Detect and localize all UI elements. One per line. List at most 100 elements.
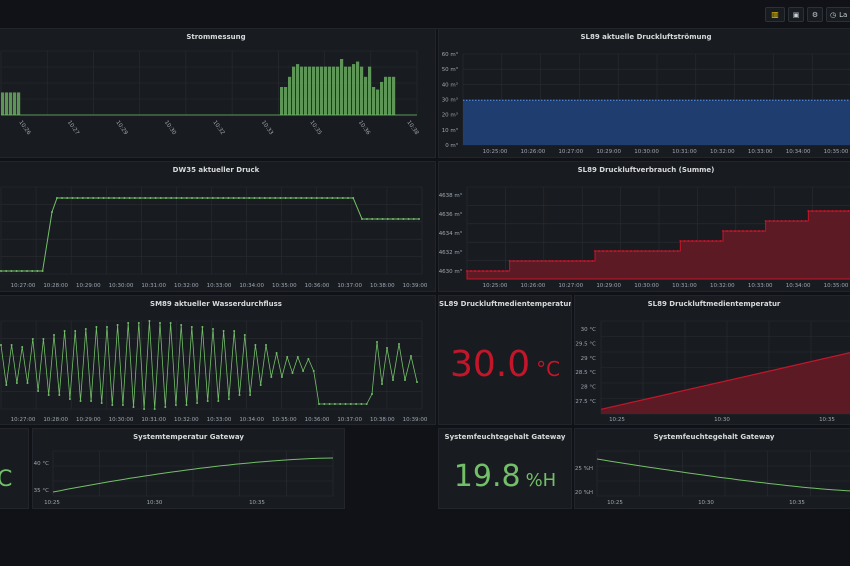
- time-range-picker[interactable]: ◷ La: [826, 7, 850, 22]
- data-point: [532, 260, 535, 262]
- y-tick-label: 28.5 °C: [575, 370, 596, 376]
- data-point: [575, 260, 578, 262]
- data-point: [107, 197, 110, 199]
- data-point: [660, 250, 663, 252]
- data-point: [796, 220, 799, 222]
- bar: [308, 66, 312, 115]
- data-point: [121, 404, 124, 406]
- bar: [1, 92, 5, 115]
- data-point: [772, 220, 775, 222]
- y-tick-label: 0 m³: [445, 142, 458, 149]
- gw-hum-chart: 25 %H 20 %H 10:25 10:30 10:35: [575, 450, 850, 506]
- bar: [368, 66, 372, 115]
- data-point: [567, 260, 570, 262]
- series-line: [596, 458, 850, 492]
- panel-title: DW35 aktueller Druck: [172, 166, 260, 174]
- data-point: [536, 260, 539, 262]
- panel-sl89-verbrauch[interactable]: SL89 Druckluftverbrauch (Summe) 4638 m³ 4…: [438, 161, 850, 292]
- panel-sl89-temp-graph[interactable]: SL89 Druckluftmedientemperatur 30 °C 29.5…: [574, 295, 850, 425]
- data-point: [227, 398, 230, 400]
- data-point: [170, 197, 173, 199]
- data-point: [165, 197, 167, 199]
- time-range-label: La: [839, 10, 848, 19]
- data-point: [754, 230, 756, 232]
- x-tick-label: 10:27:00: [558, 149, 583, 155]
- data-point: [92, 197, 95, 199]
- data-point: [211, 197, 214, 199]
- data-point: [26, 270, 28, 272]
- bar: [348, 66, 352, 115]
- data-point: [318, 403, 320, 405]
- data-point: [284, 197, 287, 199]
- x-tick-label: 10:30:00: [634, 283, 659, 289]
- data-point: [839, 210, 842, 212]
- panel-sm89[interactable]: SM89 aktueller Wasserdurchfluss 10:27:00…: [0, 295, 436, 425]
- panel-dw35[interactable]: DW35 aktueller Druck 10:27:00 10:28:00 10:…: [0, 161, 436, 292]
- x-tick-label: 10:37:00: [337, 283, 362, 289]
- data-point: [508, 260, 511, 262]
- sl89-temp-chart: 30 °C 29.5 °C 29 °C 28.5 °C 28 °C 27.5 °C 10:2…: [575, 320, 850, 423]
- bar: [292, 66, 296, 115]
- data-point: [548, 260, 551, 262]
- data-point: [524, 260, 527, 262]
- data-point: [79, 400, 82, 402]
- data-point: [664, 250, 667, 252]
- data-point: [835, 210, 838, 212]
- series-line: [52, 457, 334, 493]
- y-tick-label: 27.5 °C: [575, 399, 596, 405]
- series-line: [1, 197, 419, 272]
- data-point: [243, 197, 245, 199]
- x-tick-label: 10:27:00: [11, 417, 36, 423]
- bar: [388, 76, 392, 115]
- y-tick-label: 60 m³: [442, 51, 458, 58]
- data-point: [490, 270, 492, 272]
- data-point: [296, 356, 299, 358]
- panel-gw-hum-graph[interactable]: Systemfeuchtegehalt Gateway 25 %H 20 %H 10…: [574, 428, 850, 509]
- data-point: [265, 344, 267, 346]
- data-point: [598, 250, 600, 252]
- data-point: [410, 355, 412, 357]
- data-point: [804, 220, 807, 222]
- settings-button[interactable]: ⚙: [807, 7, 823, 22]
- panel-strommessung[interactable]: Strommessung 10:26 10:27 10:29 10:30 10:32 10…: [0, 28, 436, 158]
- data-point: [371, 393, 373, 395]
- data-point: [253, 197, 256, 199]
- save-dashboard-button[interactable]: ▣: [788, 7, 804, 22]
- stat-value-group: 30.0 °C: [439, 344, 571, 385]
- data-point: [711, 240, 714, 242]
- panel-left-stat[interactable]: C: [0, 428, 29, 509]
- add-panel-button[interactable]: ▥: [765, 7, 785, 22]
- data-point: [738, 230, 740, 232]
- data-point: [217, 197, 219, 199]
- panel-sl89-temp-stat[interactable]: SL89 Druckluftmedientemperatur 30.0 °C: [438, 295, 572, 425]
- panel-gw-temp[interactable]: Systemtemperatur Gateway 40 °C 35 °C 10:25…: [32, 428, 345, 509]
- bar: [9, 92, 13, 115]
- panel-gw-hum-stat[interactable]: Systemfeuchtegehalt Gateway 19.8 %H: [438, 428, 572, 509]
- x-tick-label: 10:28:00: [43, 283, 68, 289]
- data-point: [238, 394, 241, 396]
- x-tick-label: 10:31:00: [672, 283, 697, 289]
- x-tick-label: 10:34:00: [786, 149, 811, 155]
- sm89-chart: 10:27:00 10:28:00 10:29:00 10:30:00 10:31:00…: [0, 320, 428, 423]
- data-point: [201, 197, 204, 199]
- top-toolbar: ▥ ▣ ⚙ ◷ La: [0, 0, 850, 29]
- data-point: [676, 250, 679, 252]
- data-point: [695, 240, 698, 242]
- data-point: [10, 270, 13, 272]
- data-point: [15, 382, 18, 384]
- data-point: [636, 250, 639, 252]
- data-point: [232, 197, 235, 199]
- data-point: [776, 220, 779, 222]
- data-point: [289, 197, 292, 199]
- data-point: [352, 197, 355, 199]
- x-tick-label: 10:25:00: [483, 149, 508, 155]
- data-point: [602, 250, 604, 252]
- bar: [13, 92, 17, 115]
- data-point: [474, 270, 476, 272]
- data-point: [397, 218, 400, 220]
- x-tick-label: 10:30:00: [109, 417, 134, 423]
- bar: [380, 81, 384, 115]
- data-point: [333, 403, 336, 405]
- x-tick-label: 10:36:00: [305, 417, 330, 423]
- panel-sl89-stroemung[interactable]: SL89 aktuelle Druckluftströmung 60 m³ 50 …: [438, 28, 850, 158]
